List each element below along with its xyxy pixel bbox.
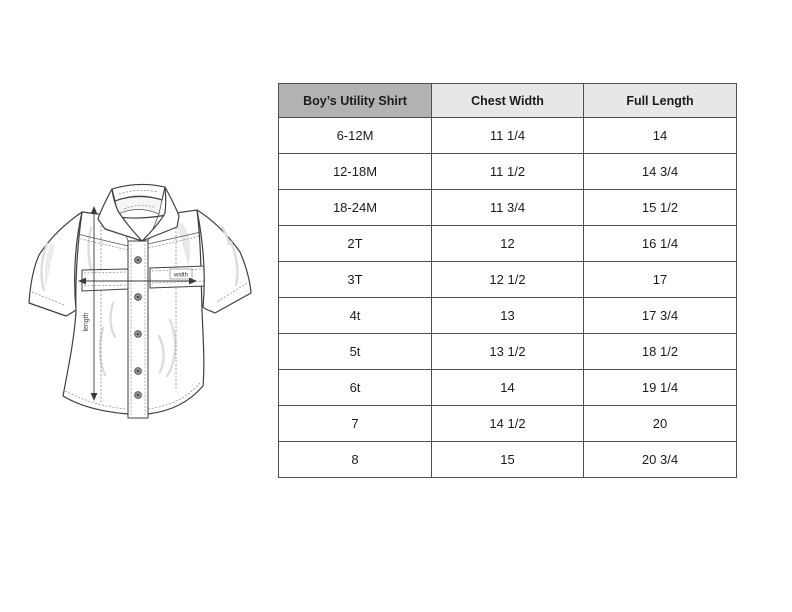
measurement-cell: 20 3/4	[583, 441, 737, 478]
size-cell: 12-18M	[278, 153, 432, 190]
collar	[97, 183, 180, 242]
table-row: 5t 13 1/2 18 1/2	[278, 333, 737, 370]
measurement-cell: 18 1/2	[583, 333, 737, 370]
size-cell: 5t	[278, 333, 432, 370]
col-header-product: Boy’s Utility Shirt	[278, 83, 432, 118]
measurement-cell: 11 3/4	[431, 189, 584, 226]
table-row: 6t 14 19 1/4	[278, 369, 737, 406]
width-arrow	[78, 277, 197, 285]
right-pocket: width	[149, 265, 207, 289]
table-row: 3T 12 1/2 17	[278, 261, 737, 298]
table-row: 4t 13 17 3/4	[278, 297, 737, 334]
button	[134, 330, 142, 338]
measurement-cell: 19 1/4	[583, 369, 737, 406]
width-label-tag	[169, 268, 193, 280]
measurement-cell: 15	[431, 441, 584, 478]
measurement-cell: 13 1/2	[431, 333, 584, 370]
size-chart-table: Boy’s Utility Shirt Chest Width Full Lengt…	[278, 83, 737, 478]
table-row: 12-18M 11 1/2 14 3/4	[278, 153, 737, 190]
measurement-cell: 14 1/2	[431, 405, 584, 442]
left-pocket	[81, 268, 129, 292]
measurement-cell: 16 1/4	[583, 225, 737, 262]
buttons	[134, 256, 142, 399]
measurement-cell: 11 1/2	[431, 153, 584, 190]
size-cell: 3T	[278, 261, 432, 298]
size-cell: 4t	[278, 297, 432, 334]
table-row: 18-24M 11 3/4 15 1/2	[278, 189, 737, 226]
table-row: 6-12M 11 1/4 14	[278, 117, 737, 154]
table-body: 6-12M 11 1/4 14 12-18M 11 1/2 14 3/4 18-24M 11 …	[278, 117, 737, 478]
size-cell: 7	[278, 405, 432, 442]
table-header: Boy’s Utility Shirt Chest Width Full Lengt…	[278, 83, 737, 118]
left-sleeve	[28, 211, 83, 317]
measurement-cell: 15 1/2	[583, 189, 737, 226]
measurement-cell: 12	[431, 225, 584, 262]
button	[134, 293, 142, 301]
measurement-cell: 14 3/4	[583, 153, 737, 190]
measurement-cell: 17	[583, 261, 737, 298]
button	[134, 391, 142, 399]
size-cell: 18-24M	[278, 189, 432, 226]
col-header: Chest Width	[431, 83, 584, 118]
table-row: 8 15 20 3/4	[278, 441, 737, 478]
measurement-cell: 13	[431, 297, 584, 334]
button	[134, 367, 142, 375]
measurement-cell: 14	[431, 369, 584, 406]
button	[134, 256, 142, 264]
width-label: width	[173, 273, 188, 279]
measurement-cell: 12 1/2	[431, 261, 584, 298]
length-arrow: length	[83, 206, 98, 401]
table-row: 2T 12 16 1/4	[278, 225, 737, 262]
right-sleeve	[196, 209, 252, 314]
measurement-cell: 14	[583, 117, 737, 154]
size-cell: 6t	[278, 369, 432, 406]
col-header: Full Length	[583, 83, 737, 118]
measurement-cell: 17 3/4	[583, 297, 737, 334]
size-cell: 8	[278, 441, 432, 478]
measurement-cell: 20	[583, 405, 737, 442]
header-row: Boy’s Utility Shirt Chest Width Full Lengt…	[278, 83, 737, 118]
length-label: length	[83, 312, 90, 331]
table-row: 7 14 1/2 20	[278, 405, 737, 442]
shirt-flat-sketch: width	[28, 183, 252, 419]
size-cell: 2T	[278, 225, 432, 262]
size-cell: 6-12M	[278, 117, 432, 154]
measurement-cell: 11 1/4	[431, 117, 584, 154]
